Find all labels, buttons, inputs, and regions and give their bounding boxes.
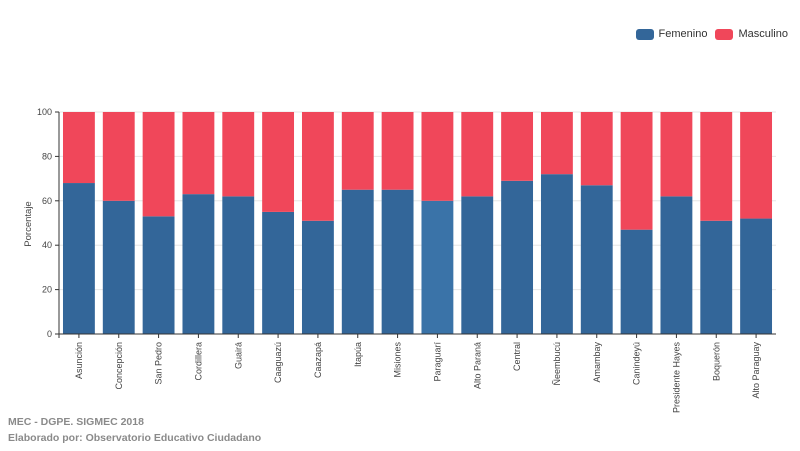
legend-label-masculino: Masculino <box>738 28 788 40</box>
bar-femenino-2[interactable] <box>142 216 175 334</box>
legend-item-femenino[interactable]: Femenino <box>635 28 708 40</box>
legend-swatch-masculino <box>715 28 734 40</box>
bar-masculino-8[interactable] <box>381 112 414 190</box>
bar-femenino-13[interactable] <box>580 185 613 334</box>
bar-femenino-8[interactable] <box>381 189 414 334</box>
bar-series <box>62 112 773 334</box>
legend-label-femenino: Femenino <box>658 28 708 40</box>
bar-femenino-4[interactable] <box>222 196 255 334</box>
x-axis-ticks: Asunción Concepción San Pedro Cordillera Gua… <box>74 334 761 413</box>
bar-femenino-3[interactable] <box>182 194 215 334</box>
x-tick-label: Alto Paraná <box>472 342 482 389</box>
bar-femenino-6[interactable] <box>301 220 334 334</box>
bar-masculino-9[interactable] <box>421 112 454 201</box>
bar-femenino-15[interactable] <box>660 196 693 334</box>
axes <box>58 112 776 338</box>
y-tick-label: 100 <box>37 107 52 117</box>
y-axis-title: Porcentaje <box>23 201 34 246</box>
bar-femenino-9[interactable] <box>421 200 454 334</box>
bar-masculino-5[interactable] <box>262 112 295 212</box>
bar-masculino-4[interactable] <box>222 112 255 197</box>
x-tick-label: Alto Paraguay <box>751 342 761 399</box>
x-tick-label: Cordillera <box>193 342 203 381</box>
y-tick-label: 0 <box>47 329 52 339</box>
credit-note: Elaborado por: Observatorio Educativo Ci… <box>8 432 262 444</box>
bar-masculino-13[interactable] <box>580 112 613 186</box>
y-axis-ticks: 0 20 40 60 80 100 <box>37 107 59 339</box>
bar-masculino-16[interactable] <box>700 112 733 221</box>
bar-masculino-6[interactable] <box>301 112 334 221</box>
bar-masculino-17[interactable] <box>740 112 773 219</box>
y-tick-label: 60 <box>42 196 52 206</box>
bar-femenino-5[interactable] <box>262 211 295 334</box>
bar-masculino-12[interactable] <box>540 112 573 175</box>
bar-masculino-11[interactable] <box>501 112 534 181</box>
x-tick-label: Canindeyú <box>632 342 642 385</box>
x-tick-label: Ñeembucú <box>552 342 562 386</box>
x-tick-label: Presidente Hayes <box>671 342 681 414</box>
legend: Femenino Masculino <box>635 28 788 40</box>
legend-swatch-femenino <box>635 28 654 40</box>
bar-masculino-1[interactable] <box>102 112 135 201</box>
x-tick-label: Asunción <box>74 342 84 379</box>
chart-footer: MEC - DGPE. SIGMEC 2018 Elaborado por: O… <box>8 414 261 446</box>
y-tick-label: 40 <box>42 240 52 250</box>
x-tick-label: Caazapá <box>313 342 323 378</box>
bar-masculino-2[interactable] <box>142 112 175 217</box>
x-tick-label: Misiones <box>393 342 403 378</box>
bar-femenino-10[interactable] <box>461 196 494 334</box>
bar-masculino-7[interactable] <box>341 112 374 190</box>
bar-masculino-14[interactable] <box>620 112 653 230</box>
x-tick-label: Amambay <box>592 342 602 383</box>
bar-masculino-3[interactable] <box>182 112 215 195</box>
y-tick-label: 20 <box>42 285 52 295</box>
bar-femenino-0[interactable] <box>62 183 95 334</box>
legend-item-masculino[interactable]: Masculino <box>715 28 788 40</box>
x-tick-label: Caaguazú <box>273 342 283 383</box>
x-tick-label: Paraguarí <box>432 342 442 382</box>
bar-femenino-7[interactable] <box>341 189 374 334</box>
x-tick-label: Boquerón <box>711 342 721 381</box>
x-tick-label: Concepción <box>114 342 124 390</box>
x-tick-label: San Pedro <box>154 342 164 385</box>
bar-femenino-11[interactable] <box>501 180 534 334</box>
bar-masculino-10[interactable] <box>461 112 494 197</box>
bar-femenino-14[interactable] <box>620 229 653 334</box>
bar-femenino-17[interactable] <box>740 218 773 334</box>
x-tick-label: Central <box>512 342 522 371</box>
bar-femenino-1[interactable] <box>102 200 135 334</box>
x-tick-label: Itapúa <box>353 342 363 367</box>
bar-femenino-16[interactable] <box>700 220 733 334</box>
source-note: MEC - DGPE. SIGMEC 2018 <box>8 416 144 428</box>
bar-femenino-12[interactable] <box>540 174 573 334</box>
y-tick-label: 80 <box>42 151 52 161</box>
bar-masculino-15[interactable] <box>660 112 693 197</box>
bar-masculino-0[interactable] <box>62 112 95 184</box>
x-tick-label: Guairá <box>233 342 243 369</box>
